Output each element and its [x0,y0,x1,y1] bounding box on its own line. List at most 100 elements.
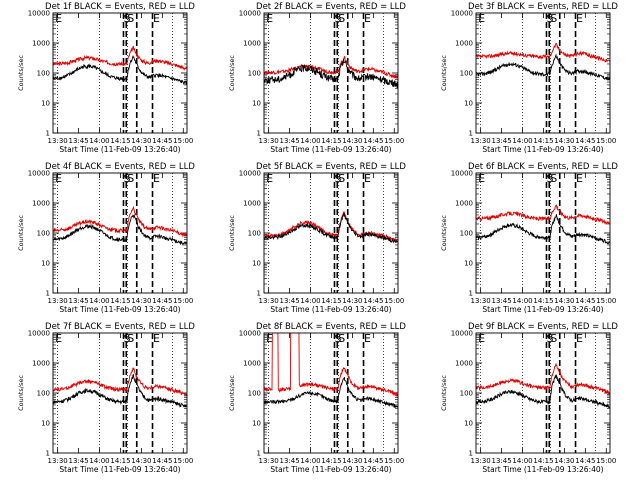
events-series-line [476,53,610,81]
events-series-line [264,377,398,408]
y-tick-label: 10 [252,260,261,268]
x-axis-label: Start Time (11-Feb-09 13:26:40) [59,465,180,474]
y-tick-label: 10000 [28,170,50,178]
y-tick-label: 100 [37,390,50,398]
x-tick-label: 14:30 [554,297,574,305]
lld-series-line [476,204,610,225]
y-tick-label: 10 [252,420,261,428]
x-tick-label: 14:15 [110,297,130,305]
y-tick-label: 10 [252,100,261,108]
event-marker-label: E [55,332,62,345]
x-tick-label: 14:45 [152,297,172,305]
lld-series-line [264,333,398,397]
panel-det-3f: Det 3f BLACK = Events, RED = LLD 1 10 100 10… [440,2,618,154]
lld-series-line [264,55,398,79]
y-tick-label: 10000 [239,170,261,178]
events-series-line [53,213,187,247]
x-tick-label: 14:15 [321,457,341,465]
plot-frame [475,332,611,454]
y-tick-label: 1000 [32,200,50,208]
y-tick-label: 100 [460,390,473,398]
x-tick-label: 14:00 [512,457,532,465]
panel-title: Det 7f BLACK = Events, RED = LLD [45,322,195,332]
events-series-line [264,58,398,89]
x-tick-label: 13:30 [48,457,68,465]
y-axis-label: Counts/sec [17,55,25,91]
event-marker-label: E [55,172,62,185]
x-tick-label: 14:30 [342,457,362,465]
x-tick-label: 14:00 [512,137,532,145]
y-tick-label: 1000 [455,40,473,48]
y-tick-label: 10 [464,420,473,428]
y-tick-label: 10000 [239,10,261,18]
y-tick-label: 10 [464,260,473,268]
x-tick-label: 15:00 [173,297,193,305]
x-tick-label: 13:30 [259,457,279,465]
y-tick-label: 1 [46,450,50,458]
y-axis-label: Counts/sec [440,215,448,251]
x-tick-label: 15:00 [384,297,404,305]
event-marker-label: S [334,12,341,25]
plot-frame [475,172,611,294]
x-tick-label: 13:30 [259,297,279,305]
event-marker-label: E [478,332,485,345]
x-tick-label: 13:45 [68,297,88,305]
y-axis-label: Counts/sec [228,215,236,251]
x-tick-label: 14:30 [131,297,151,305]
y-axis-label: Counts/sec [440,55,448,91]
x-tick-label: 13:45 [491,457,511,465]
event-marker-label: S [127,172,134,185]
event-marker-label: S [546,332,553,345]
event-marker-label: E [153,12,160,25]
y-tick-label: 1 [257,130,261,138]
plot-frame [263,172,399,294]
x-tick-label: 13:30 [48,297,68,305]
x-tick-label: 15:00 [384,137,404,145]
y-axis-label: Counts/sec [17,375,25,411]
x-axis-label: Start Time (11-Feb-09 13:26:40) [270,145,391,154]
y-axis-label: Counts/sec [228,375,236,411]
x-tick-label: 13:30 [471,457,491,465]
plot-frame [263,332,399,454]
y-tick-label: 1000 [32,360,50,368]
y-tick-label: 10000 [451,330,473,338]
y-tick-label: 1000 [243,360,261,368]
x-tick-label: 14:30 [342,297,362,305]
y-axis-label: Counts/sec [440,375,448,411]
event-marker-label: S [127,12,134,25]
x-tick-label: 13:45 [68,457,88,465]
y-tick-label: 1 [469,290,473,298]
panel-det-2f: Det 2f BLACK = Events, RED = LLD 1 10 100 10… [228,2,406,154]
event-marker-label: E [266,172,273,185]
x-tick-label: 13:45 [279,137,299,145]
x-tick-label: 14:00 [300,137,320,145]
x-tick-label: 14:45 [575,457,595,465]
lld-series-line [53,205,187,238]
y-tick-label: 100 [248,390,261,398]
x-tick-label: 15:00 [596,297,616,305]
events-series-line [53,373,187,408]
event-marker-label: E [478,172,485,185]
panel-title: Det 1f BLACK = Events, RED = LLD [45,2,195,12]
x-tick-label: 14:30 [131,457,151,465]
x-tick-label: 14:00 [300,297,320,305]
x-axis-label: Start Time (11-Feb-09 13:26:40) [482,465,603,474]
y-tick-label: 10 [41,100,50,108]
y-tick-label: 100 [248,70,261,78]
lld-series-line [53,367,187,397]
x-tick-label: 14:45 [575,297,595,305]
event-marker-label: S [546,12,553,25]
x-tick-label: 15:00 [384,457,404,465]
x-tick-label: 13:45 [68,137,88,145]
y-tick-label: 1000 [455,360,473,368]
panel-det-4f: Det 4f BLACK = Events, RED = LLD 1 10 100 10… [17,162,195,314]
x-axis-label: Start Time (11-Feb-09 13:26:40) [270,465,391,474]
y-tick-label: 1000 [455,200,473,208]
x-tick-label: 15:00 [173,137,193,145]
panel-title: Det 9f BLACK = Events, RED = LLD [468,322,618,332]
y-tick-label: 10000 [239,330,261,338]
event-marker-label: S [338,332,345,345]
panel-title: Det 2f BLACK = Events, RED = LLD [256,2,406,12]
x-tick-label: 13:30 [48,137,68,145]
event-marker-label: S [338,12,345,25]
